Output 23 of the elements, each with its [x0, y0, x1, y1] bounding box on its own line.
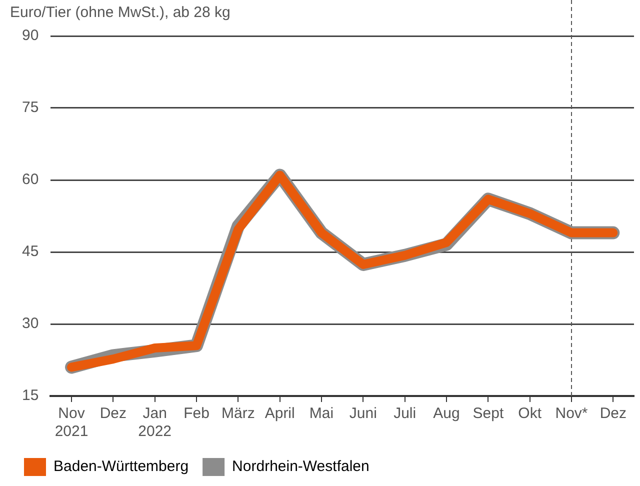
x-tick-label: Mai: [309, 405, 334, 422]
legend-label: Nordrhein-Westfalen: [232, 458, 370, 476]
x-tick-label: Aug: [433, 405, 460, 422]
x-tick-label: Nov*: [555, 405, 588, 422]
x-tick-label: Nov 2021: [54, 405, 88, 440]
x-tick-label: Sept: [472, 405, 504, 422]
y-tick-label: 75: [22, 99, 39, 116]
x-tick-label: Juni: [349, 405, 377, 422]
x-tick-label: März: [222, 405, 255, 422]
x-tick-label: Jan 2022: [138, 405, 172, 440]
x-tick-label: Juli: [394, 405, 416, 422]
legend-label: Baden-Württemberg: [54, 458, 189, 476]
x-tick-label: April: [264, 405, 295, 422]
y-tick-label: 60: [22, 171, 39, 188]
x-tick-label: Feb: [184, 405, 210, 422]
chart-title: Euro/Tier (ohne MwSt.), ab 28 kg: [10, 4, 230, 22]
y-tick-label: 30: [22, 315, 39, 332]
y-tick-label: 45: [22, 243, 39, 260]
y-tick-label: 90: [22, 27, 39, 44]
y-tick-label: 15: [22, 387, 39, 404]
x-tick-label: Dez: [100, 405, 127, 422]
x-tick-label: Dez: [600, 405, 627, 422]
x-tick-label: Okt: [518, 405, 542, 422]
